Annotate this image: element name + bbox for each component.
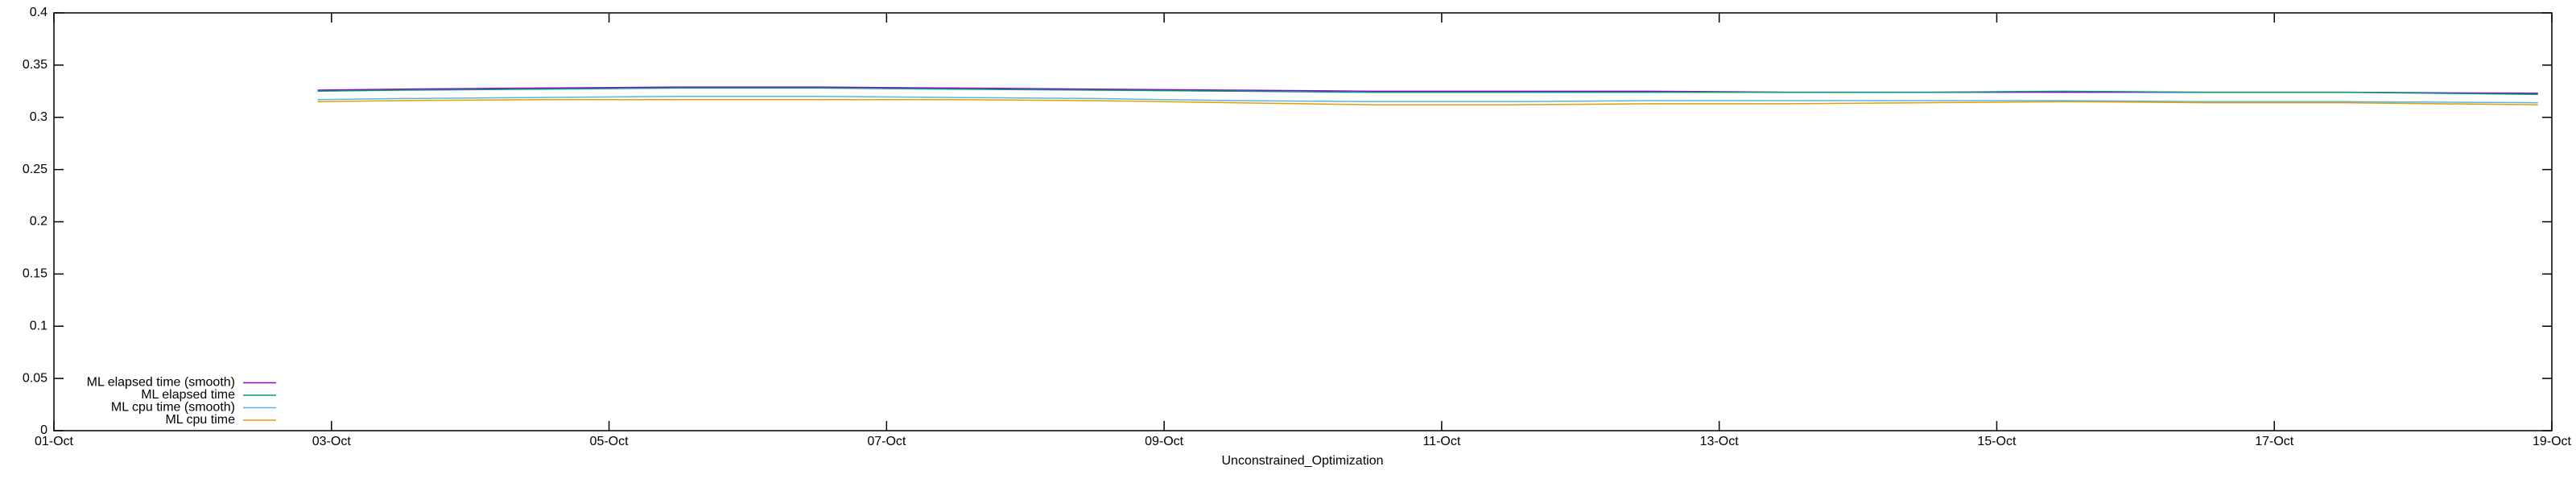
y-tick-label: 0.4 [30,6,47,19]
x-tick-label: 01-Oct [35,435,74,448]
x-tick-label: 09-Oct [1145,435,1184,448]
plot-frame [53,12,2553,431]
y-tick-label: 0.25 [23,163,47,176]
y-tick-label: 0.3 [30,110,47,124]
x-tick-label: 03-Oct [312,435,352,448]
y-tick-label: 0.15 [23,267,47,281]
series-line [317,96,2538,104]
legend-label: ML cpu time [165,413,235,427]
legend-label: ML cpu time (smooth) [111,401,235,415]
x-tick-label: 05-Oct [590,435,630,448]
y-tick-label: 0.2 [30,215,47,229]
x-tick-label: 13-Oct [1700,435,1740,448]
legend-label: ML elapsed time [141,388,235,402]
x-tick-label: 07-Oct [867,435,906,448]
y-tick-label: 0.1 [30,319,47,332]
x-axis-label: Unconstrained_Optimization [1222,454,1384,468]
y-tick-label: 0.35 [23,58,47,72]
legend-label: ML elapsed time (smooth) [87,376,235,390]
y-tick-label: 0 [40,423,47,437]
series-line [317,86,2538,94]
x-tick-label: 15-Oct [1977,435,2017,448]
x-tick-label: 11-Oct [1422,435,1460,448]
x-tick-label: 19-Oct [2533,435,2572,448]
x-tick-label: 17-Oct [2255,435,2294,448]
y-tick-label: 0.05 [23,371,47,385]
series-line [317,98,2538,105]
series-line [317,87,2538,95]
